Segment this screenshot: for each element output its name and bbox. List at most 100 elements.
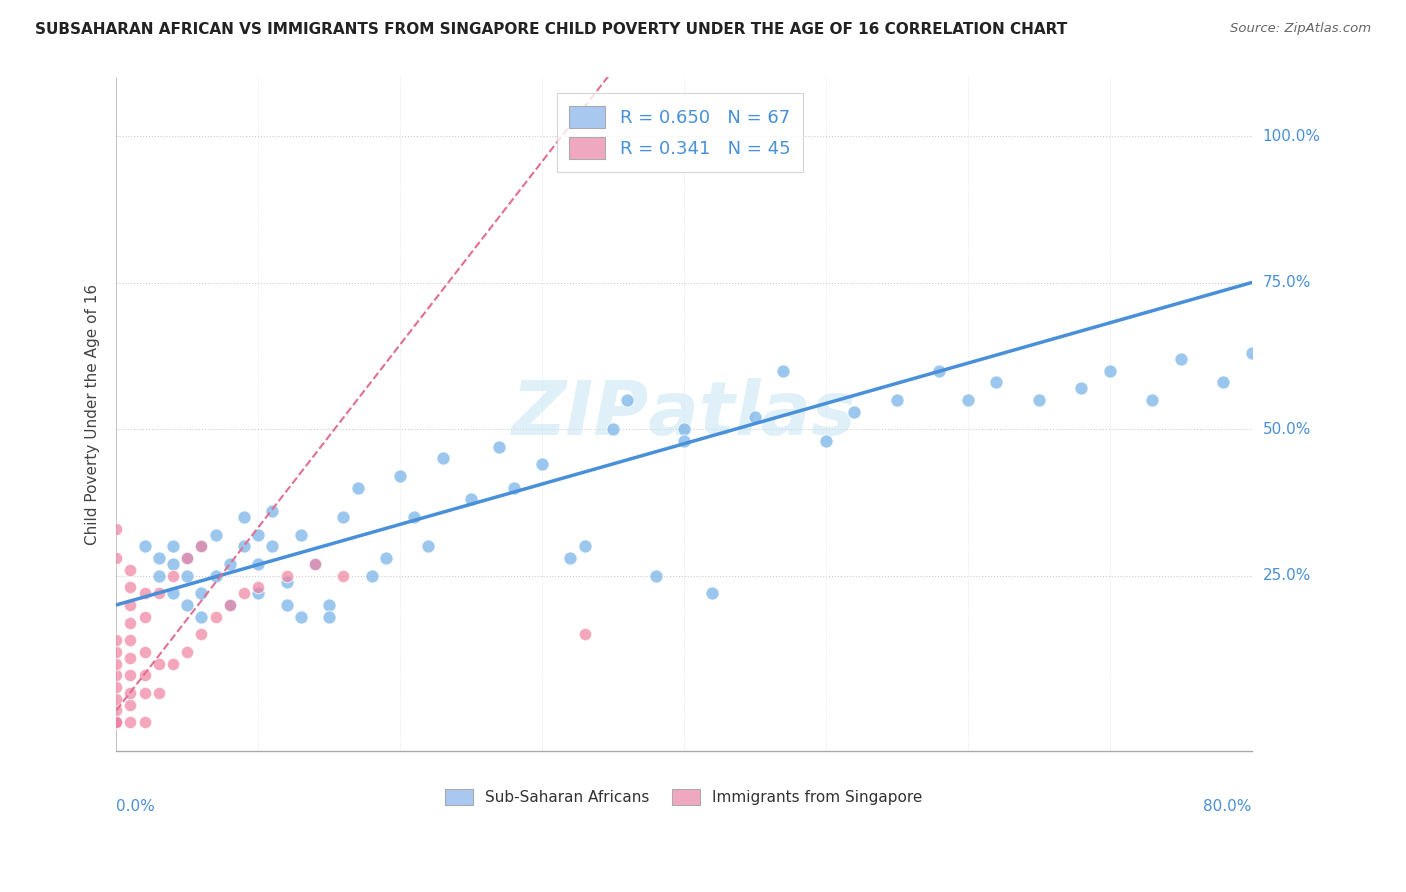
Point	[105, 645, 128, 659]
Point	[247, 527, 270, 541]
Point	[844, 404, 866, 418]
Text: 50.0%: 50.0%	[1263, 422, 1310, 436]
Point	[218, 598, 240, 612]
Point	[233, 510, 256, 524]
Point	[176, 551, 198, 566]
Point	[162, 568, 184, 582]
Point	[218, 557, 240, 571]
Point	[134, 645, 156, 659]
Point	[120, 633, 142, 648]
Point	[814, 434, 837, 448]
Point	[233, 539, 256, 553]
Point	[148, 568, 170, 582]
Point	[190, 609, 212, 624]
Point	[502, 481, 524, 495]
Point	[120, 686, 142, 700]
Point	[389, 469, 412, 483]
Point	[204, 527, 226, 541]
Point	[488, 440, 510, 454]
Point	[134, 586, 156, 600]
Text: SUBSAHARAN AFRICAN VS IMMIGRANTS FROM SINGAPORE CHILD POVERTY UNDER THE AGE OF 1: SUBSAHARAN AFRICAN VS IMMIGRANTS FROM SI…	[35, 22, 1067, 37]
Point	[574, 539, 596, 553]
Point	[120, 715, 142, 730]
Point	[1142, 392, 1164, 407]
Point	[134, 668, 156, 682]
Point	[346, 481, 368, 495]
Point	[105, 551, 128, 566]
Point	[928, 363, 950, 377]
Point	[1240, 346, 1263, 360]
Point	[176, 645, 198, 659]
Point	[332, 568, 354, 582]
Point	[262, 539, 284, 553]
Point	[432, 451, 454, 466]
Point	[360, 568, 382, 582]
Point	[531, 457, 554, 471]
Point	[105, 633, 128, 648]
Point	[190, 586, 212, 600]
Point	[332, 510, 354, 524]
Point	[1070, 381, 1092, 395]
Text: 100.0%: 100.0%	[1263, 128, 1320, 144]
Point	[1028, 392, 1050, 407]
Text: Source: ZipAtlas.com: Source: ZipAtlas.com	[1230, 22, 1371, 36]
Point	[247, 586, 270, 600]
Point	[218, 598, 240, 612]
Text: ZIP​atlas: ZIP​atlas	[512, 378, 856, 451]
Point	[162, 539, 184, 553]
Point	[1268, 422, 1291, 436]
Text: 25.0%: 25.0%	[1263, 568, 1310, 583]
Point	[120, 668, 142, 682]
Point	[162, 557, 184, 571]
Point	[418, 539, 440, 553]
Point	[1170, 351, 1192, 366]
Point	[190, 627, 212, 641]
Point	[984, 376, 1007, 390]
Legend: Sub-Saharan Africans, Immigrants from Singapore: Sub-Saharan Africans, Immigrants from Si…	[439, 783, 928, 811]
Point	[105, 668, 128, 682]
Point	[304, 557, 326, 571]
Text: 80.0%: 80.0%	[1204, 798, 1251, 814]
Point	[204, 568, 226, 582]
Point	[318, 609, 340, 624]
Point	[148, 551, 170, 566]
Point	[162, 586, 184, 600]
Point	[105, 691, 128, 706]
Point	[176, 598, 198, 612]
Point	[162, 657, 184, 671]
Point	[105, 703, 128, 717]
Point	[120, 698, 142, 712]
Point	[134, 715, 156, 730]
Point	[190, 539, 212, 553]
Point	[247, 580, 270, 594]
Point	[374, 551, 396, 566]
Point	[148, 657, 170, 671]
Point	[120, 563, 142, 577]
Point	[105, 715, 128, 730]
Point	[574, 627, 596, 641]
Point	[105, 657, 128, 671]
Point	[672, 434, 695, 448]
Point	[602, 422, 624, 436]
Point	[105, 522, 128, 536]
Point	[744, 410, 766, 425]
Point	[190, 539, 212, 553]
Point	[134, 686, 156, 700]
Point	[134, 539, 156, 553]
Point	[644, 568, 666, 582]
Point	[105, 715, 128, 730]
Point	[262, 504, 284, 518]
Point	[672, 422, 695, 436]
Point	[148, 686, 170, 700]
Point	[233, 586, 256, 600]
Point	[276, 568, 298, 582]
Point	[702, 586, 724, 600]
Point	[304, 557, 326, 571]
Point	[148, 586, 170, 600]
Point	[460, 492, 482, 507]
Point	[204, 609, 226, 624]
Point	[120, 615, 142, 630]
Point	[886, 392, 908, 407]
Point	[1098, 363, 1121, 377]
Point	[1212, 376, 1234, 390]
